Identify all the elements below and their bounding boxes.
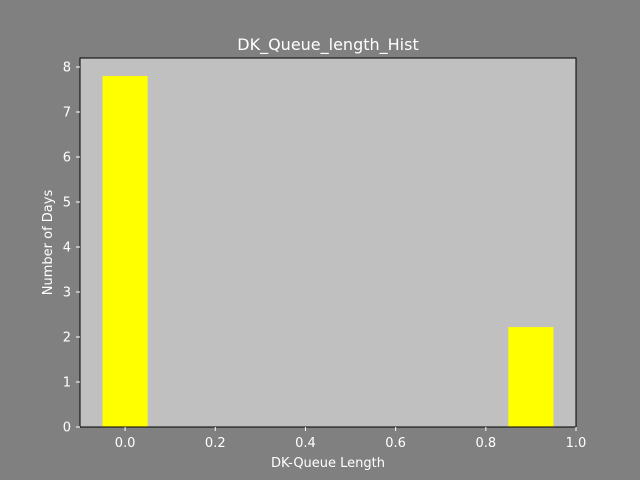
y-tick-label: 5 bbox=[63, 196, 71, 211]
histogram-bar-0 bbox=[102, 76, 148, 427]
x-tick-label: 1.0 bbox=[566, 436, 587, 451]
y-tick-label: 8 bbox=[63, 61, 71, 76]
y-tick-label: 4 bbox=[63, 241, 71, 256]
y-tick-label: 6 bbox=[63, 151, 71, 166]
y-axis-label: Number of Days bbox=[41, 190, 56, 296]
bar-series bbox=[102, 76, 554, 427]
x-axis: 0.0 0.2 0.4 0.6 0.8 1.0 bbox=[115, 427, 587, 451]
x-axis-label: DK-Queue Length bbox=[271, 456, 385, 471]
x-tick-label: 0.8 bbox=[475, 436, 496, 451]
y-tick-label: 0 bbox=[63, 421, 71, 436]
chart-title: DK_Queue_length_Hist bbox=[237, 35, 418, 55]
x-tick-label: 0.4 bbox=[295, 436, 316, 451]
y-tick-label: 3 bbox=[63, 286, 71, 301]
y-tick-label: 7 bbox=[63, 106, 71, 121]
y-axis: 0 1 2 3 4 5 6 7 8 bbox=[63, 61, 80, 436]
x-tick-label: 0.0 bbox=[115, 436, 136, 451]
x-tick-label: 0.2 bbox=[205, 436, 226, 451]
y-tick-label: 1 bbox=[63, 376, 71, 391]
y-tick-label: 2 bbox=[63, 331, 71, 346]
histogram-bar-1 bbox=[508, 327, 554, 427]
plot-frame bbox=[79, 57, 577, 428]
x-tick-label: 0.6 bbox=[385, 436, 406, 451]
plot-area bbox=[80, 58, 576, 427]
